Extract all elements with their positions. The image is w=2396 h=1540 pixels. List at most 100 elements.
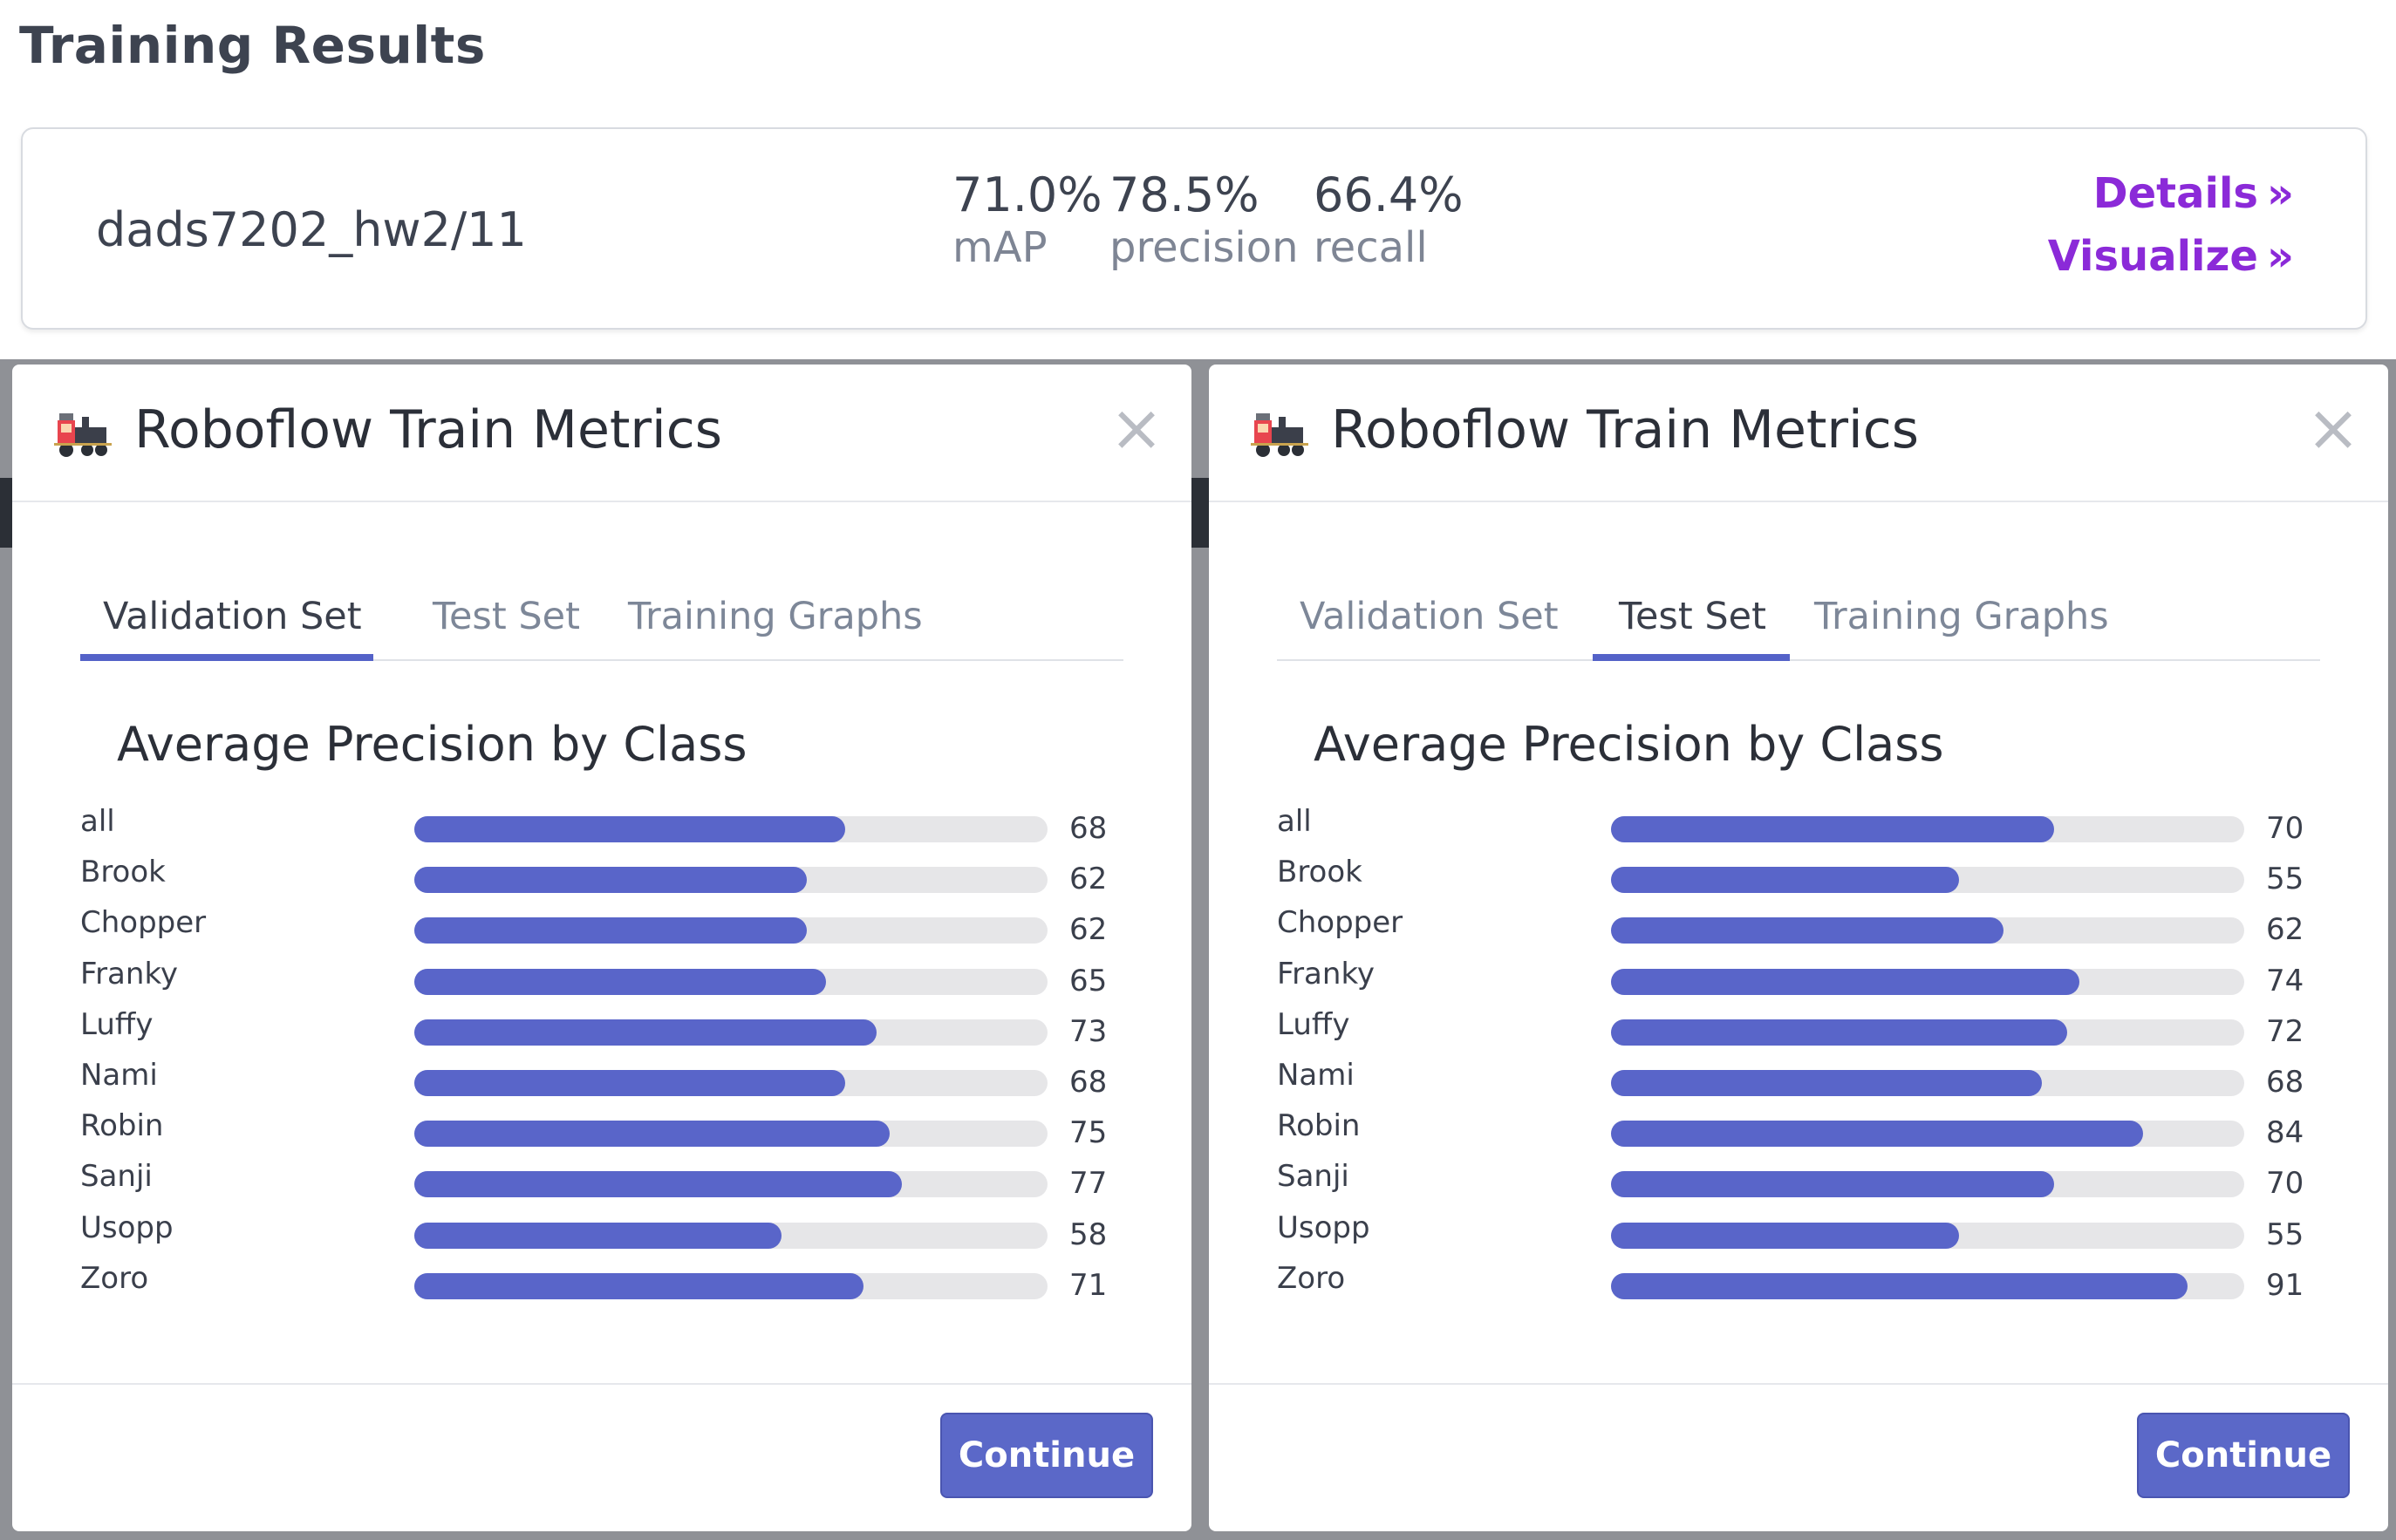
ap-value: 58	[1069, 1216, 1108, 1252]
bar-nami	[414, 1070, 845, 1096]
ap-value: 68	[1069, 811, 1108, 846]
class-label: Luffy	[1277, 1006, 1350, 1042]
close-icon[interactable]: ×	[2305, 391, 2360, 466]
class-label: Sanji	[80, 1159, 153, 1195]
bar-usopp	[1611, 1222, 1960, 1249]
bar-sanji	[414, 1171, 903, 1198]
page-title: Training Results	[19, 16, 486, 75]
ap-value: 74	[2266, 963, 2304, 998]
class-label: Usopp	[80, 1210, 174, 1245]
modal-header: Roboflow Train Metrics ×	[1209, 365, 2388, 502]
bar-all	[414, 816, 845, 842]
visualize-link-label: Visualize	[2047, 232, 2258, 281]
tab-training-graphs[interactable]: Training Graphs	[628, 595, 923, 638]
background-fragment	[1191, 478, 1209, 548]
bar-robin	[1611, 1121, 2143, 1148]
training-result-card: dads7202_hw2/11 71.0% mAP 78.5% precisio…	[21, 127, 2367, 330]
ap-value: 70	[2266, 1166, 2304, 1202]
ap-value: 84	[2266, 1115, 2304, 1151]
ap-value: 71	[1069, 1267, 1108, 1303]
metric-map-value: 71.0%	[952, 167, 1102, 222]
metric-precision-label: precision	[1109, 223, 1299, 273]
class-label: Zoro	[1277, 1260, 1346, 1296]
tab-test-set[interactable]: Test Set	[1619, 595, 1766, 638]
ap-value: 62	[2266, 912, 2304, 948]
modal-header: Roboflow Train Metrics ×	[12, 365, 1191, 502]
class-label: Zoro	[80, 1260, 149, 1296]
class-label: all	[1277, 804, 1312, 839]
class-label: Luffy	[80, 1006, 154, 1042]
class-label: Franky	[80, 956, 179, 991]
ap-value: 68	[2266, 1065, 2304, 1100]
metric-recall: 66.4% recall	[1314, 169, 1464, 276]
ap-value: 73	[1069, 1013, 1108, 1049]
model-version-name: dads7202_hw2/11	[96, 202, 527, 257]
modal-footer: Continue	[1209, 1383, 2388, 1531]
chart-title: Average Precision by Class	[117, 717, 747, 772]
ap-value: 62	[1069, 912, 1108, 948]
ap-value: 68	[1069, 1065, 1108, 1100]
bar-zoro	[1611, 1272, 2188, 1299]
ap-value: 72	[2266, 1013, 2304, 1049]
bar-luffy	[414, 1019, 877, 1046]
metric-recall-value: 66.4%	[1314, 167, 1464, 222]
class-label: Nami	[1277, 1058, 1355, 1093]
continue-button[interactable]: Continue	[2137, 1413, 2350, 1498]
details-link-label: Details	[2092, 169, 2258, 218]
class-label: Usopp	[1277, 1210, 1370, 1245]
bar-chopper	[414, 917, 808, 944]
bar-franky	[414, 968, 826, 995]
ap-value: 55	[2266, 1216, 2304, 1252]
bar-chopper	[1611, 917, 2004, 944]
class-label: Chopper	[1277, 905, 1403, 941]
train-icon	[54, 413, 112, 457]
chevron-double-right-icon: »	[2266, 232, 2294, 281]
chevron-double-right-icon: »	[2266, 169, 2294, 218]
bar-sanji	[1611, 1171, 2055, 1198]
class-label: Franky	[1277, 956, 1375, 991]
train-metrics-modal-test: Roboflow Train Metrics × Validation Set …	[1209, 365, 2388, 1531]
train-icon	[1251, 413, 1308, 457]
bar-brook	[1611, 867, 1960, 894]
ap-value: 62	[1069, 862, 1108, 897]
ap-value: 55	[2266, 862, 2304, 897]
metric-map-label: mAP	[952, 223, 1048, 273]
ap-value: 91	[2266, 1267, 2304, 1303]
tab-validation-set[interactable]: Validation Set	[1300, 595, 1559, 638]
visualize-link[interactable]: Visualize»	[2048, 232, 2294, 281]
class-label: Brook	[1277, 855, 1362, 890]
bar-luffy	[1611, 1019, 2067, 1046]
bar-zoro	[414, 1272, 864, 1299]
train-metrics-modal-validation: Roboflow Train Metrics × Validation Set …	[12, 365, 1191, 1531]
metric-precision: 78.5% precision	[1109, 169, 1299, 276]
class-label: Robin	[80, 1108, 164, 1144]
ap-value: 77	[1069, 1166, 1108, 1202]
details-link[interactable]: Details»	[2093, 169, 2294, 218]
bar-usopp	[414, 1222, 782, 1249]
close-icon[interactable]: ×	[1109, 391, 1164, 466]
modal-title: Roboflow Train Metrics	[134, 399, 722, 460]
ap-value: 70	[2266, 811, 2304, 846]
bar-brook	[414, 867, 808, 894]
bar-all	[1611, 816, 2055, 842]
background-fragment	[0, 478, 12, 548]
tab-training-graphs[interactable]: Training Graphs	[1814, 595, 2109, 638]
active-tab-indicator	[1593, 654, 1790, 661]
tab-test-set[interactable]: Test Set	[433, 595, 580, 638]
bar-nami	[1611, 1070, 2042, 1096]
ap-value: 65	[1069, 963, 1108, 998]
modal-footer: Continue	[12, 1383, 1191, 1531]
ap-value: 75	[1069, 1115, 1108, 1151]
metric-recall-label: recall	[1314, 223, 1428, 273]
class-label: Robin	[1277, 1108, 1361, 1144]
continue-button[interactable]: Continue	[940, 1413, 1153, 1498]
modal-title: Roboflow Train Metrics	[1331, 399, 1919, 460]
metric-map: 71.0% mAP	[952, 169, 1102, 276]
bar-robin	[414, 1121, 890, 1148]
class-label: Brook	[80, 855, 166, 890]
active-tab-indicator	[80, 654, 373, 661]
tab-validation-set[interactable]: Validation Set	[103, 595, 362, 638]
tab-bar: Validation Set Test Set Training Graphs	[80, 572, 1123, 661]
metric-precision-value: 78.5%	[1109, 167, 1259, 222]
class-label: Chopper	[80, 905, 207, 941]
